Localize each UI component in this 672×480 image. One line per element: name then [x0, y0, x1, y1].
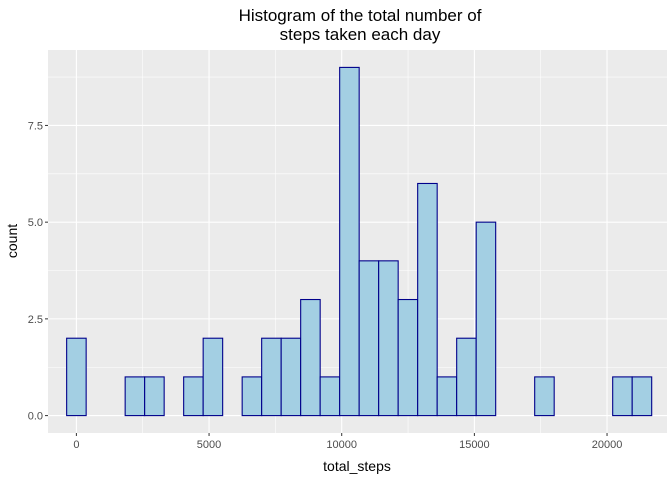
histogram-bar: [534, 376, 555, 417]
histogram-bar: [144, 376, 165, 417]
histogram-bar: [261, 337, 282, 417]
x-tick-label: 5000: [197, 439, 221, 451]
y-axis-ticks: 0.0 2.5 5.0 7.5: [28, 120, 48, 423]
x-tick-label: 15000: [459, 439, 490, 451]
histogram-bar: [66, 337, 87, 417]
chart-title-line-1: Histogram of the total number of: [239, 6, 482, 25]
x-axis-ticks: 0 5000 10000 15000 20000: [73, 433, 622, 451]
histogram-bar: [339, 66, 360, 417]
histogram-bar: [280, 337, 302, 417]
histogram-bar: [397, 298, 419, 417]
histogram-bar: [183, 376, 204, 417]
y-tick-label: 5.0: [28, 217, 43, 229]
y-tick-label: 7.5: [28, 120, 43, 132]
histogram-bar: [300, 298, 321, 417]
histogram-bar: [436, 376, 458, 417]
y-axis-label: count: [4, 224, 20, 258]
x-tick-label: 0: [73, 439, 79, 451]
histogram-bar: [417, 182, 438, 417]
x-axis-label: total_steps: [323, 458, 391, 474]
histogram-bar: [612, 376, 633, 417]
chart-title-line-2: steps taken each day: [280, 25, 441, 44]
histogram-bar: [124, 376, 146, 417]
histogram-bar: [631, 376, 653, 417]
y-tick-label: 2.5: [28, 314, 43, 326]
histogram-bar: [475, 221, 497, 417]
histogram-bars: [66, 66, 653, 417]
histogram-bar: [456, 337, 477, 417]
histogram-bar: [319, 376, 341, 417]
histogram-bar: [378, 260, 399, 417]
histogram-bar: [202, 337, 224, 417]
histogram-bar: [358, 260, 380, 417]
x-tick-label: 10000: [326, 439, 357, 451]
histogram-bar: [241, 376, 263, 417]
y-tick-label: 0.0: [28, 411, 43, 423]
x-tick-label: 20000: [592, 439, 623, 451]
